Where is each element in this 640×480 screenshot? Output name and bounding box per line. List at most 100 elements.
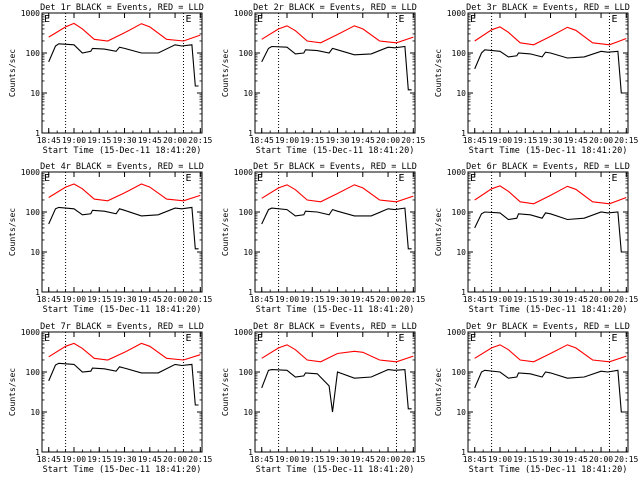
panel-5: Det 5r BLACK = Events, RED = LLD 1 10 100 10…: [221, 162, 426, 315]
x-tick-label: 19:15: [300, 455, 324, 464]
x-tick-label: 20:15: [614, 136, 638, 145]
x-tick-label: 19:15: [87, 136, 111, 145]
y-axis-label: Counts/sec: [221, 208, 230, 256]
y-tick-label: 10: [243, 89, 253, 98]
plot-frame: [254, 12, 416, 134]
time-marker-label: E: [398, 173, 404, 184]
x-tick-label: 19:30: [325, 455, 349, 464]
y-axis-label: Counts/sec: [8, 368, 17, 416]
x-tick-label: 19:15: [300, 295, 324, 304]
plot-frame: [467, 331, 629, 453]
time-marker-label: E: [611, 173, 617, 184]
x-tick-label: 19:30: [112, 136, 136, 145]
x-tick-label: 19:30: [325, 136, 349, 145]
x-tick-label: 18:45: [37, 455, 61, 464]
y-tick-label: 1: [248, 288, 253, 297]
panel-8: Det 8r BLACK = Events, RED = LLD 1 10 100 10…: [221, 322, 426, 475]
y-tick-label: 100: [239, 208, 254, 217]
time-marker-label: E: [611, 333, 617, 344]
time-marker-label: E: [185, 173, 191, 184]
x-tick-label: 19:45: [564, 455, 588, 464]
x-tick-label: 18:45: [37, 136, 61, 145]
plot-frame: [254, 331, 416, 453]
time-marker-label: E: [257, 333, 263, 344]
x-tick-label: 18:45: [250, 455, 274, 464]
y-tick-label: 100: [239, 49, 254, 58]
events-series-line: [48, 43, 199, 87]
lld-series-line: [261, 184, 414, 203]
y-tick-label: 10: [30, 89, 40, 98]
x-tick-label: 19:45: [564, 295, 588, 304]
panel-title: Det 2r BLACK = Events, RED = LLD: [253, 3, 417, 13]
y-tick-label: 1: [248, 448, 253, 457]
y-axis-label: Counts/sec: [434, 208, 443, 256]
panel-title: Det 9r BLACK = Events, RED = LLD: [466, 322, 630, 332]
lld-series-line: [261, 344, 414, 363]
y-tick-label: 10: [243, 248, 253, 257]
y-tick-label: 100: [452, 49, 467, 58]
x-tick-label: 19:15: [300, 136, 324, 145]
x-tick-label: 20:15: [401, 295, 425, 304]
y-tick-label: 10: [30, 248, 40, 257]
x-axis-label: Start Time (15-Dec-11 18:41:20): [256, 465, 415, 475]
y-tick-label: 1: [35, 288, 40, 297]
x-axis-label: Start Time (15-Dec-11 18:41:20): [43, 465, 202, 475]
x-axis-label: Start Time (15-Dec-11 18:41:20): [469, 465, 628, 475]
x-tick-label: 19:45: [351, 136, 375, 145]
plot-frame: [254, 171, 416, 293]
x-tick-label: 20:15: [614, 295, 638, 304]
y-axis-label: Counts/sec: [8, 49, 17, 97]
events-series-line: [261, 207, 412, 250]
y-tick-label: 100: [452, 368, 467, 377]
lld-series-line: [48, 342, 201, 361]
panel-1: Det 1r BLACK = Events, RED = LLD 1 10 100 10…: [8, 3, 213, 156]
y-tick-label: 1000: [447, 168, 466, 177]
x-tick-label: 19:00: [275, 136, 299, 145]
x-tick-label: 19:00: [275, 295, 299, 304]
y-tick-label: 1000: [21, 328, 40, 337]
x-tick-label: 20:00: [163, 295, 187, 304]
time-marker-label: E: [470, 173, 476, 184]
lld-series-line: [474, 344, 627, 363]
x-axis-label: Start Time (15-Dec-11 18:41:20): [256, 146, 415, 156]
time-marker-label: E: [398, 14, 404, 25]
panel-title: Det 3r BLACK = Events, RED = LLD: [466, 3, 630, 13]
x-tick-label: 19:00: [488, 136, 512, 145]
y-tick-label: 1: [461, 448, 466, 457]
plot-frame: [467, 171, 629, 293]
x-tick-label: 19:15: [87, 455, 111, 464]
panel-6: Det 6r BLACK = Events, RED = LLD 1 10 100 10…: [434, 162, 639, 315]
x-tick-label: 20:15: [401, 136, 425, 145]
time-marker-label: E: [257, 14, 263, 25]
x-tick-label: 20:00: [163, 136, 187, 145]
x-tick-label: 20:15: [401, 455, 425, 464]
time-marker-label: E: [185, 14, 191, 25]
x-tick-label: 19:45: [564, 136, 588, 145]
x-tick-label: 19:15: [87, 295, 111, 304]
x-axis-label: Start Time (15-Dec-11 18:41:20): [256, 305, 415, 315]
y-axis-label: Counts/sec: [221, 49, 230, 97]
x-tick-label: 19:00: [275, 455, 299, 464]
events-series-line: [261, 369, 412, 413]
y-tick-label: 100: [239, 368, 254, 377]
y-axis-label: Counts/sec: [434, 49, 443, 97]
y-tick-label: 1000: [234, 328, 253, 337]
x-tick-label: 20:15: [188, 455, 212, 464]
x-tick-label: 19:45: [138, 455, 162, 464]
panel-title: Det 5r BLACK = Events, RED = LLD: [253, 162, 417, 172]
events-series-line: [48, 206, 199, 250]
y-tick-label: 100: [26, 208, 41, 217]
y-tick-label: 1: [461, 129, 466, 138]
plot-frame: [41, 171, 203, 293]
y-tick-label: 10: [456, 248, 466, 257]
x-tick-label: 19:45: [138, 136, 162, 145]
y-tick-label: 10: [456, 408, 466, 417]
x-tick-label: 18:45: [463, 455, 487, 464]
lld-series-line: [48, 183, 201, 202]
x-tick-label: 19:30: [325, 295, 349, 304]
y-axis-label: Counts/sec: [434, 368, 443, 416]
panel-3: Det 3r BLACK = Events, RED = LLD 1 10 100 10…: [434, 3, 639, 156]
y-tick-label: 1000: [447, 328, 466, 337]
events-series-line: [474, 369, 625, 413]
y-tick-label: 1: [461, 288, 466, 297]
